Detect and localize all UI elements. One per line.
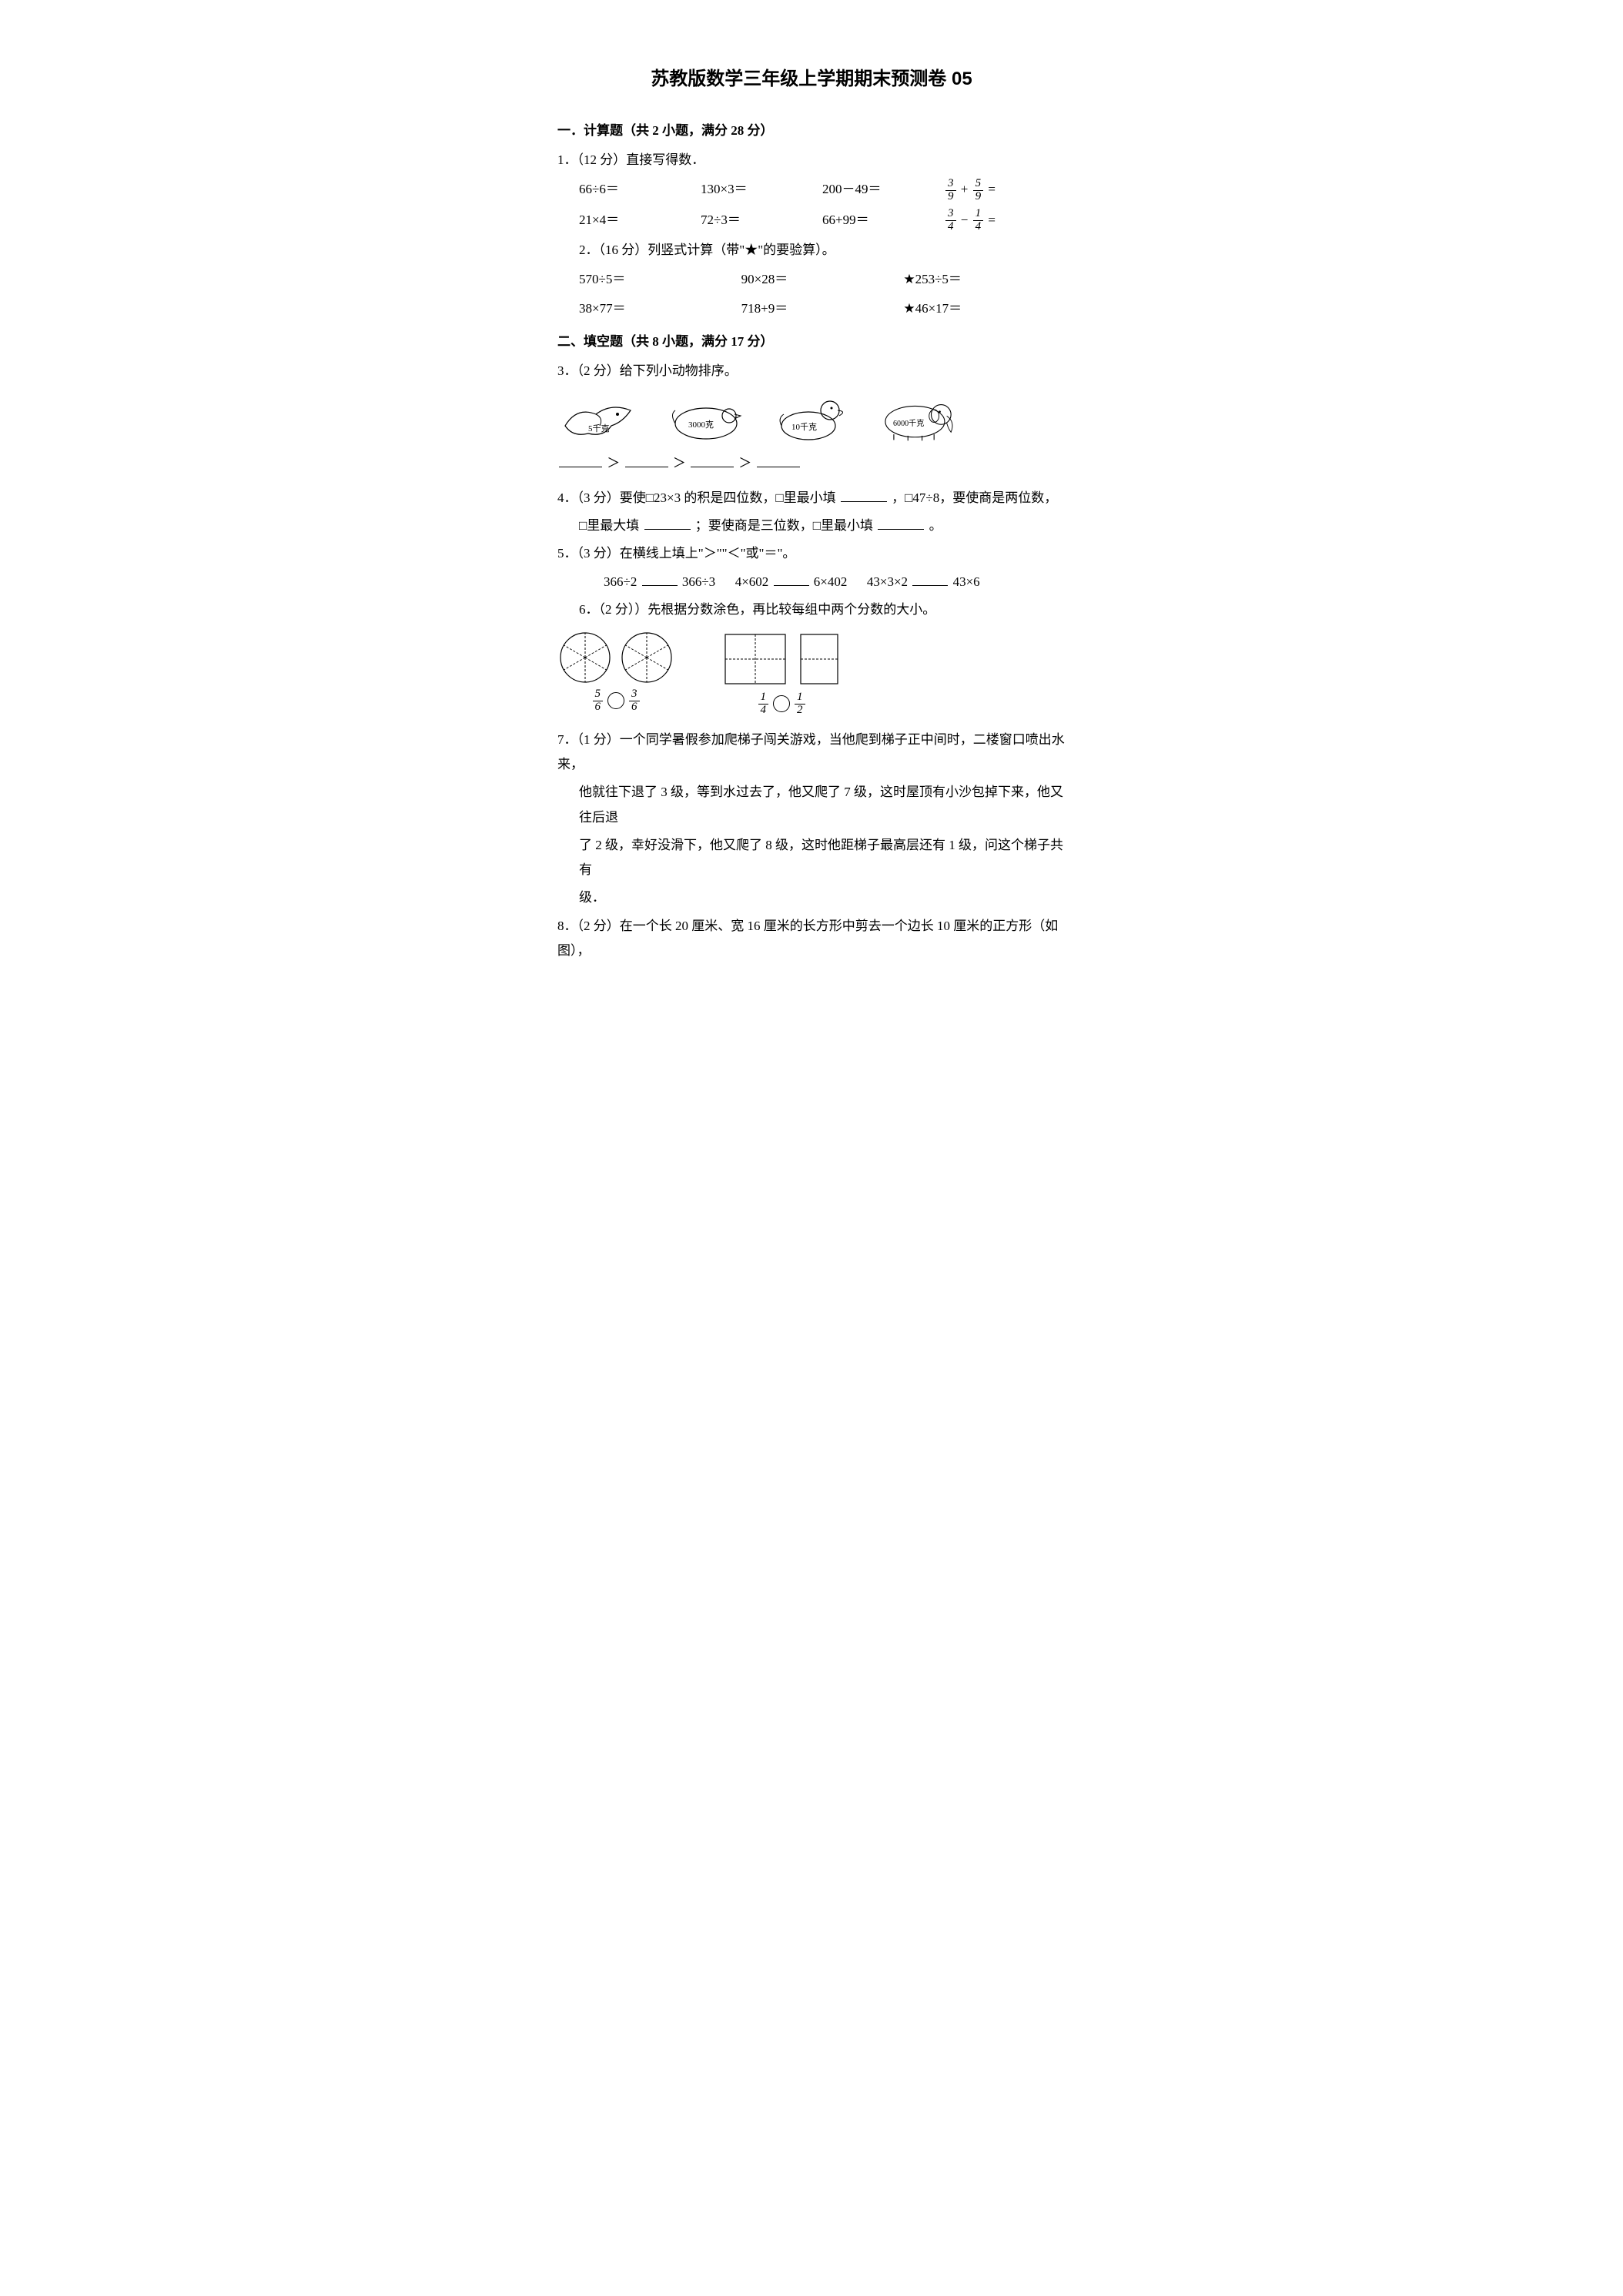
sep: ＞ (607, 456, 620, 470)
q4-e: 。 (929, 518, 942, 533)
fraction: 3 9 (945, 178, 956, 203)
q4-a: 4．（3 分）要使□23×3 的积是四位数，□里最小填 (557, 490, 836, 505)
q3-order: ＞ ＞ ＞ (557, 451, 1066, 476)
fraction: 3 6 (629, 688, 640, 714)
section-2-heading: 二、填空题（共 8 小题，满分 17 分） (557, 330, 1066, 354)
animal-row: 5千克 3000克 10千克 (557, 391, 1066, 445)
q1-prompt: 1．（12 分）直接写得数． (557, 148, 1066, 172)
rect-2-parts (796, 630, 842, 688)
page-title: 苏教版数学三年级上学期期末预测卷 05 (557, 62, 1066, 97)
pair-label: 1 4 1 2 (757, 691, 807, 717)
chicken-label: 3000克 (688, 420, 714, 430)
fraction: 1 4 (973, 208, 984, 233)
q6-figures: 5 6 3 6 (557, 630, 1066, 717)
cmp-r: 366÷3 (682, 574, 715, 589)
calc-cell: ★46×17＝ (903, 296, 1066, 321)
blank[interactable] (841, 488, 887, 502)
rect-pair: 1 4 1 2 (721, 630, 842, 717)
blank[interactable] (878, 516, 924, 530)
elephant-icon: 6000千克 (876, 391, 961, 445)
blank[interactable] (559, 454, 602, 467)
q7-line2: 他就往下退了 3 级，等到水过去了，他又爬了 7 级，这时屋顶有小沙包掉下来，他… (557, 780, 1066, 830)
fraction: 5 6 (593, 688, 604, 714)
blank[interactable] (644, 516, 691, 530)
bird-label: 5千克 (588, 423, 610, 433)
calc-cell: 38×77＝ (579, 296, 741, 321)
exam-page: 苏教版数学三年级上学期期末预测卷 05 一．计算题（共 2 小题，满分 28 分… (511, 0, 1112, 1012)
duck-icon: 10千克 (770, 391, 855, 445)
fraction: 1 2 (795, 691, 805, 717)
q4-b: ，□47÷8，要使商是两位数， (892, 490, 1057, 505)
equals: = (988, 213, 996, 227)
q7-line1: 7．（1 分）一个同学暑假参加爬梯子闯关游戏，当他爬到梯子正中间时，二楼窗口喷出… (557, 728, 1066, 778)
sep: ＞ (673, 456, 686, 470)
q2-prompt: 2．（16 分）列竖式计算（带"★"的要验算）。 (557, 238, 1066, 263)
blank[interactable] (912, 572, 948, 586)
animal-elephant: 6000千克 (876, 391, 961, 445)
q5-items: 366÷2 366÷3 4×602 6×402 43×3×2 43×6 (557, 570, 1066, 594)
fraction: 3 4 (945, 208, 956, 233)
q8-line1: 8．（2 分）在一个长 20 厘米、宽 16 厘米的长方形中剪去一个边长 10 … (557, 914, 1066, 964)
blank[interactable] (757, 454, 800, 467)
calc-cell: 90×28＝ (741, 267, 904, 292)
sep: ＞ (738, 456, 751, 470)
q3-prompt: 3．（2 分）给下列小动物排序。 (557, 359, 1066, 383)
q4-line2: □里最大填 ；要使商是三位数，□里最小填 。 (557, 514, 1066, 538)
chicken-icon: 3000克 (664, 391, 748, 445)
q5-prompt: 5．（3 分）在横线上填上"＞""＜"或"＝"。 (557, 541, 1066, 566)
calc-cell: 200－49＝ (822, 177, 944, 202)
q4-d: ；要使商是三位数，□里最小填 (695, 518, 873, 533)
calc-cell: 21×4＝ (579, 208, 701, 233)
q2-row1: 570÷5＝ 90×28＝ ★253÷5＝ (579, 267, 1066, 292)
elephant-label: 6000千克 (893, 419, 924, 428)
q4-line1: 4．（3 分）要使□23×3 的积是四位数，□里最小填 ，□47÷8，要使商是两… (557, 486, 1066, 510)
cmp-l: 366÷2 (604, 574, 637, 589)
calc-cell-frac: 3 4 − 1 4 = (944, 208, 1066, 233)
q7-line3: 了 2 级，幸好没滑下，他又爬了 8 级，这时他距梯子最高层还有 1 级，问这个… (557, 833, 1066, 883)
animal-chicken: 3000克 (664, 391, 748, 445)
circle-6-parts (557, 630, 613, 685)
q2-row2: 38×77＝ 718+9＝ ★46×17＝ (579, 296, 1066, 321)
blank[interactable] (691, 454, 734, 467)
animal-bird: 5千克 (557, 391, 642, 445)
fraction: 5 9 (973, 178, 984, 203)
q7-line4: 级． (557, 885, 1066, 910)
bird-icon: 5千克 (557, 391, 642, 445)
calc-cell: 718+9＝ (741, 296, 904, 321)
op: − (961, 213, 969, 227)
calc-cell: 72÷3＝ (701, 208, 822, 233)
calc-cell-frac: 3 9 + 5 9 = (944, 177, 1066, 202)
q1-row2: 21×4＝ 72÷3＝ 66+99＝ 3 4 − 1 4 = (579, 208, 1066, 233)
duck-label: 10千克 (791, 422, 817, 432)
cmp-l: 4×602 (735, 574, 769, 589)
pair-label: 5 6 3 6 (591, 688, 641, 714)
compare-blank[interactable] (607, 692, 624, 709)
calc-cell: ★253÷5＝ (903, 267, 1066, 292)
calc-cell: 66+99＝ (822, 208, 944, 233)
calc-cell: 130×3＝ (701, 177, 822, 202)
calc-cell: 570÷5＝ (579, 267, 741, 292)
circle-6-parts (619, 630, 674, 685)
blank[interactable] (625, 454, 668, 467)
q4-c: □里最大填 (579, 518, 639, 533)
circle-pair: 5 6 3 6 (557, 630, 674, 714)
animal-duck: 10千克 (770, 391, 855, 445)
cmp-l: 43×3×2 (867, 574, 908, 589)
cmp-r: 43×6 (953, 574, 980, 589)
blank[interactable] (774, 572, 809, 586)
op: + (961, 182, 969, 196)
square-4-parts (721, 630, 790, 688)
blank[interactable] (642, 572, 678, 586)
compare-blank[interactable] (773, 695, 790, 712)
q1-row1: 66÷6＝ 130×3＝ 200－49＝ 3 9 + 5 9 = (579, 177, 1066, 202)
equals: = (988, 182, 996, 196)
cmp-r: 6×402 (814, 574, 848, 589)
fraction: 1 4 (758, 691, 769, 717)
section-1-heading: 一．计算题（共 2 小题，满分 28 分） (557, 119, 1066, 143)
calc-cell: 66÷6＝ (579, 177, 701, 202)
q6-prompt: 6．（2 分））先根据分数涂色，再比较每组中两个分数的大小。 (557, 597, 1066, 622)
